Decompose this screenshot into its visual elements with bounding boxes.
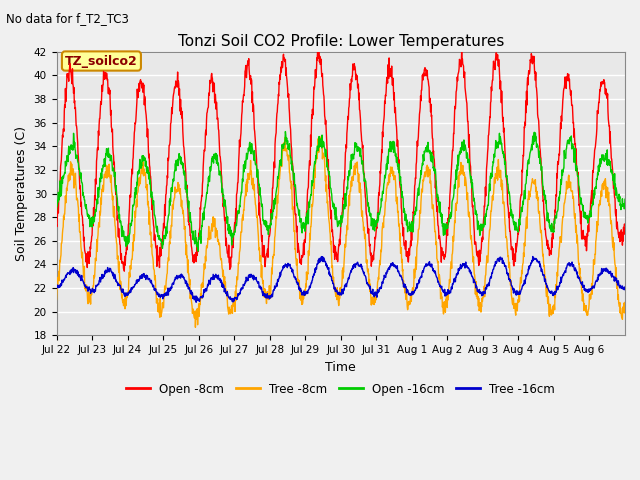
Legend: Open -8cm, Tree -8cm, Open -16cm, Tree -16cm: Open -8cm, Tree -8cm, Open -16cm, Tree -… xyxy=(122,378,560,400)
Y-axis label: Soil Temperatures (C): Soil Temperatures (C) xyxy=(15,126,28,261)
X-axis label: Time: Time xyxy=(325,360,356,373)
Title: Tonzi Soil CO2 Profile: Lower Temperatures: Tonzi Soil CO2 Profile: Lower Temperatur… xyxy=(177,34,504,49)
Text: TZ_soilco2: TZ_soilco2 xyxy=(65,55,138,68)
Text: No data for f_T2_TC3: No data for f_T2_TC3 xyxy=(6,12,129,25)
